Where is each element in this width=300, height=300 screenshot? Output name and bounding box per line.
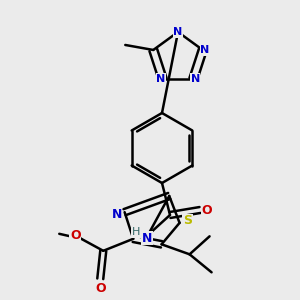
Text: N: N: [156, 74, 165, 84]
Text: O: O: [70, 229, 81, 242]
Text: N: N: [142, 232, 152, 244]
Text: H: H: [132, 227, 140, 237]
Text: O: O: [95, 282, 106, 295]
Text: N: N: [191, 74, 200, 84]
Text: N: N: [111, 208, 122, 221]
Text: S: S: [183, 214, 192, 227]
Text: N: N: [173, 27, 183, 37]
Text: N: N: [200, 45, 209, 55]
Text: O: O: [202, 203, 212, 217]
